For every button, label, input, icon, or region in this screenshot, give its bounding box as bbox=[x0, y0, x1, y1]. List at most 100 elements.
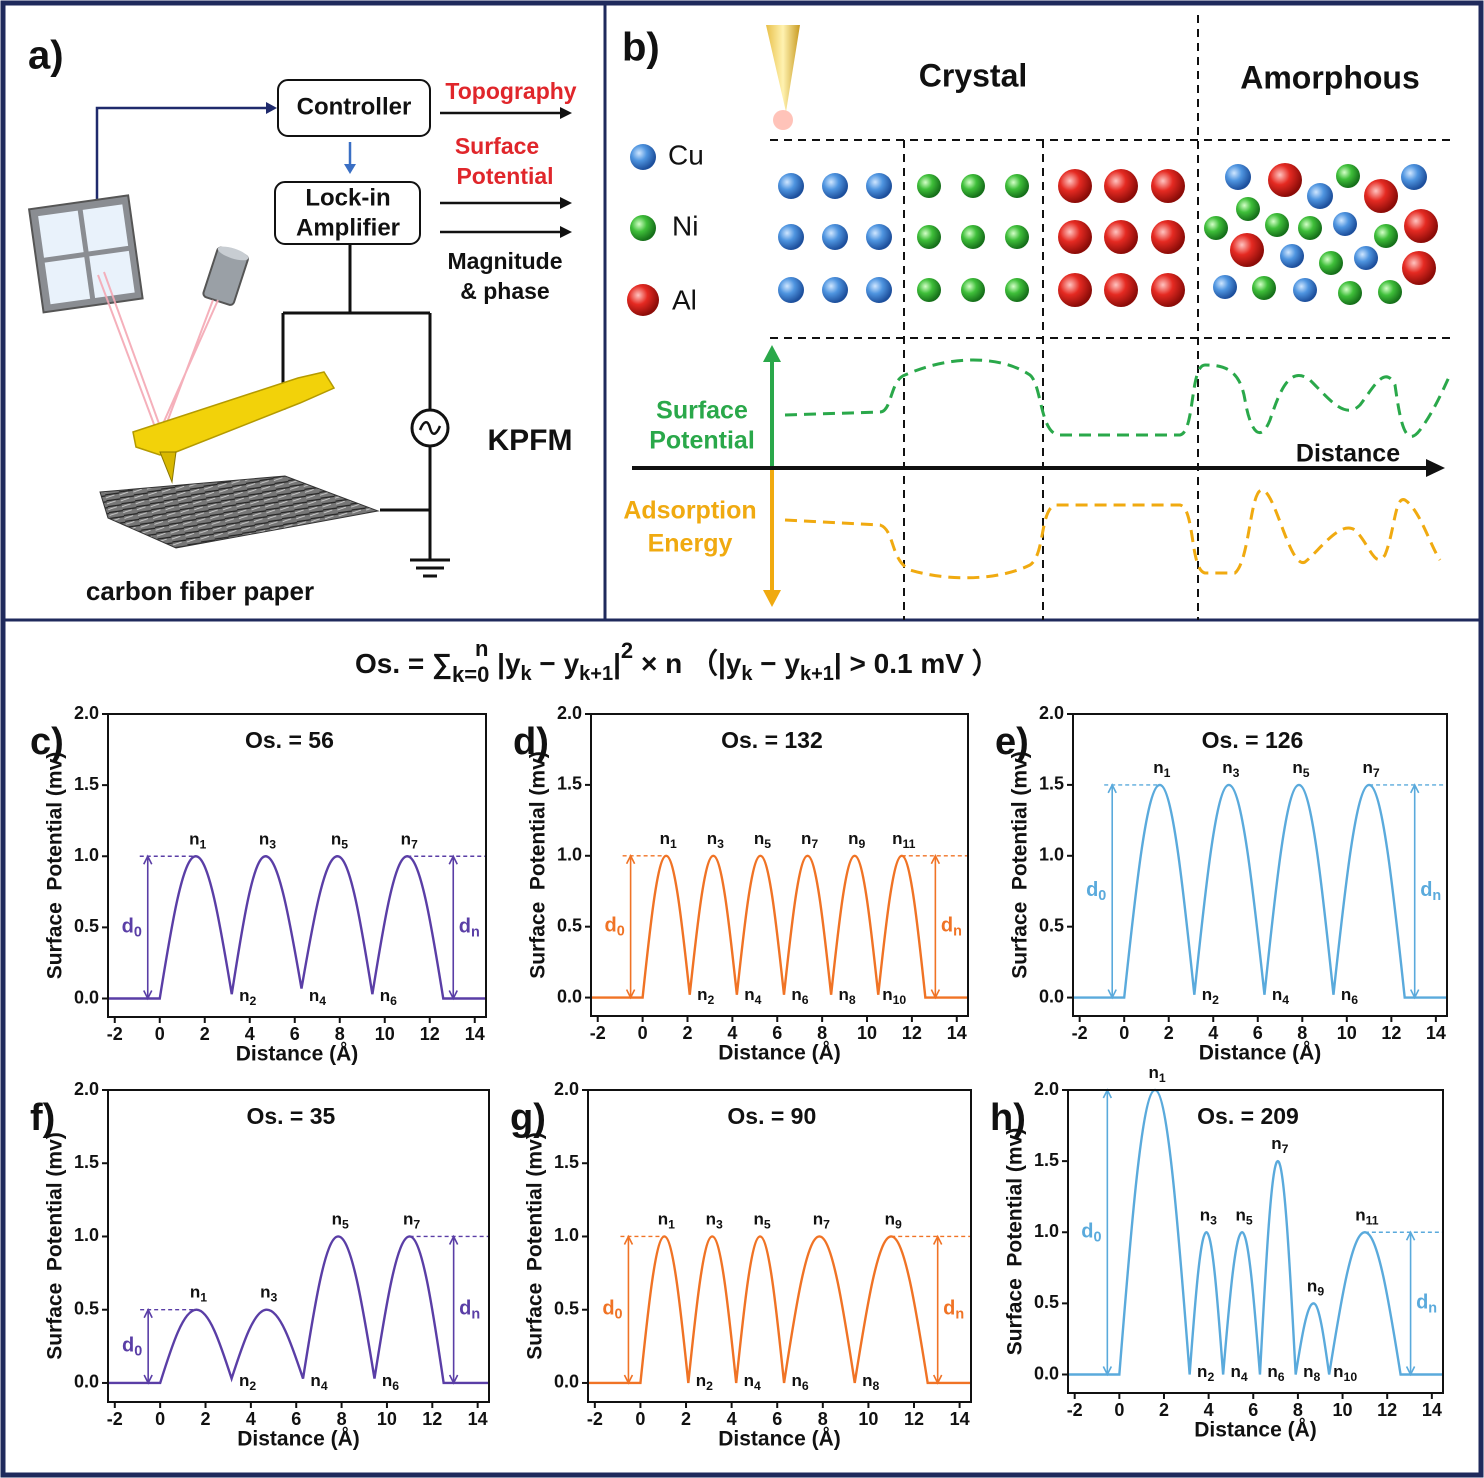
label-base: n bbox=[309, 986, 319, 1005]
label-base: n bbox=[754, 1210, 764, 1229]
x-tick-label: 4 bbox=[245, 1024, 255, 1044]
y-tick-label: 1.0 bbox=[1039, 845, 1064, 865]
point-label: dn bbox=[459, 1298, 480, 1323]
eq-part: |y bbox=[489, 648, 521, 679]
x-axis-label: Distance (Å) bbox=[1199, 1041, 1322, 1065]
y-axis-label: Surface Potential (mv) bbox=[44, 752, 67, 980]
label-base: d bbox=[602, 1298, 614, 1320]
data-line bbox=[1068, 1088, 1443, 1376]
label-sub: 5 bbox=[342, 1218, 349, 1232]
label-sub: 4 bbox=[755, 993, 762, 1007]
label-sub: 10 bbox=[893, 993, 907, 1007]
atom bbox=[1230, 233, 1264, 267]
arrow-head bbox=[623, 1234, 634, 1245]
atom bbox=[1378, 280, 1402, 304]
probe-tip bbox=[766, 25, 800, 112]
label-sub: 6 bbox=[802, 993, 809, 1007]
controller-box bbox=[277, 79, 431, 137]
x-tick-label: 8 bbox=[1297, 1023, 1307, 1043]
laser-beam bbox=[97, 271, 219, 436]
label-sub: 5 bbox=[1246, 1213, 1253, 1227]
arrow-head bbox=[560, 107, 572, 238]
x-tick-label: 6 bbox=[772, 1023, 782, 1043]
photodetector bbox=[27, 194, 144, 314]
x-tick-label: 0 bbox=[638, 1023, 648, 1043]
label-sub: 5 bbox=[341, 837, 348, 851]
y-tick-label: 1.0 bbox=[1034, 1221, 1059, 1241]
tip bbox=[159, 451, 177, 484]
plot-frame bbox=[590, 713, 969, 1017]
eq-part: Os. = ∑ bbox=[355, 648, 452, 680]
label-base: n bbox=[260, 1283, 270, 1302]
label-sub: 7 bbox=[1373, 766, 1380, 780]
label-sub: 0 bbox=[1093, 1229, 1101, 1245]
label-base: n bbox=[332, 1210, 342, 1229]
y-axis-label: Surface Potential (mv) bbox=[1004, 1128, 1027, 1356]
point-label: n11 bbox=[892, 829, 916, 851]
label-base: n bbox=[1272, 985, 1282, 1004]
atom bbox=[1225, 164, 1251, 190]
point-label: n1 bbox=[190, 1283, 207, 1305]
x-tick-label: 2 bbox=[201, 1409, 211, 1429]
label-sub: 3 bbox=[717, 837, 724, 851]
region-dividers bbox=[770, 15, 1450, 620]
arrow-head bbox=[625, 853, 636, 865]
label-base: n bbox=[190, 1283, 200, 1302]
x-tick-label: 0 bbox=[1114, 1400, 1124, 1420]
output-label: Surface bbox=[455, 133, 539, 159]
atom bbox=[1401, 164, 1427, 190]
label-base: d bbox=[941, 915, 953, 937]
atom bbox=[961, 278, 985, 302]
point-label: n7 bbox=[801, 829, 818, 851]
label-base: n bbox=[1153, 758, 1163, 777]
eq-part: | > 0.1 mV ） bbox=[834, 647, 1000, 679]
annotation: Os. = 126 bbox=[1202, 727, 1304, 753]
label-sub: 7 bbox=[1282, 1142, 1289, 1156]
y-tick-label: 2.0 bbox=[74, 703, 99, 723]
x-tick-label: 4 bbox=[1204, 1400, 1214, 1420]
atom bbox=[1104, 273, 1138, 307]
eq-sup: 2 bbox=[621, 638, 633, 663]
label-base: n bbox=[1292, 758, 1302, 777]
atom bbox=[1336, 164, 1360, 188]
point-label: n2 bbox=[697, 985, 714, 1007]
x-tick-label: 0 bbox=[1119, 1023, 1129, 1043]
x-tick-label: 2 bbox=[1159, 1400, 1169, 1420]
arrow-head bbox=[1405, 1230, 1416, 1241]
point-label: dn bbox=[1420, 880, 1441, 905]
label-base: n bbox=[885, 1210, 895, 1229]
output-label: Potential bbox=[456, 163, 553, 189]
atom bbox=[1005, 278, 1029, 302]
point-label: n6 bbox=[1267, 1362, 1284, 1384]
label-sub: 0 bbox=[134, 924, 142, 940]
annotation: Os. = 209 bbox=[1197, 1103, 1299, 1129]
x-tick-label: 6 bbox=[772, 1409, 782, 1429]
point-label: n1 bbox=[658, 1210, 675, 1232]
feedback-line bbox=[95, 106, 268, 200]
arrow-head bbox=[623, 1374, 634, 1385]
atom bbox=[1374, 224, 1398, 248]
detector-cell bbox=[89, 250, 135, 299]
label-sub: 7 bbox=[811, 837, 818, 851]
arrow-head bbox=[1107, 783, 1117, 794]
label-base: d bbox=[459, 1298, 471, 1320]
point-label: dn bbox=[943, 1298, 964, 1323]
label-sub: 1 bbox=[200, 1291, 207, 1305]
method-label: KPFM bbox=[488, 424, 573, 457]
label-base: n bbox=[1231, 1362, 1241, 1381]
atom bbox=[917, 278, 941, 302]
atom bbox=[866, 173, 892, 199]
x-tick-label: 10 bbox=[375, 1024, 395, 1044]
point-label: dn bbox=[941, 915, 962, 940]
point-label: n8 bbox=[862, 1371, 879, 1393]
atom bbox=[866, 224, 892, 250]
label-sub: 6 bbox=[1351, 993, 1358, 1007]
atom bbox=[1333, 212, 1357, 236]
eq-part: × n （|y bbox=[633, 647, 742, 679]
arrow-head bbox=[448, 1234, 459, 1245]
x-tick-label: 10 bbox=[1337, 1023, 1357, 1043]
region-label: Amorphous bbox=[1240, 59, 1420, 95]
equation-sup: n bbox=[475, 636, 488, 661]
